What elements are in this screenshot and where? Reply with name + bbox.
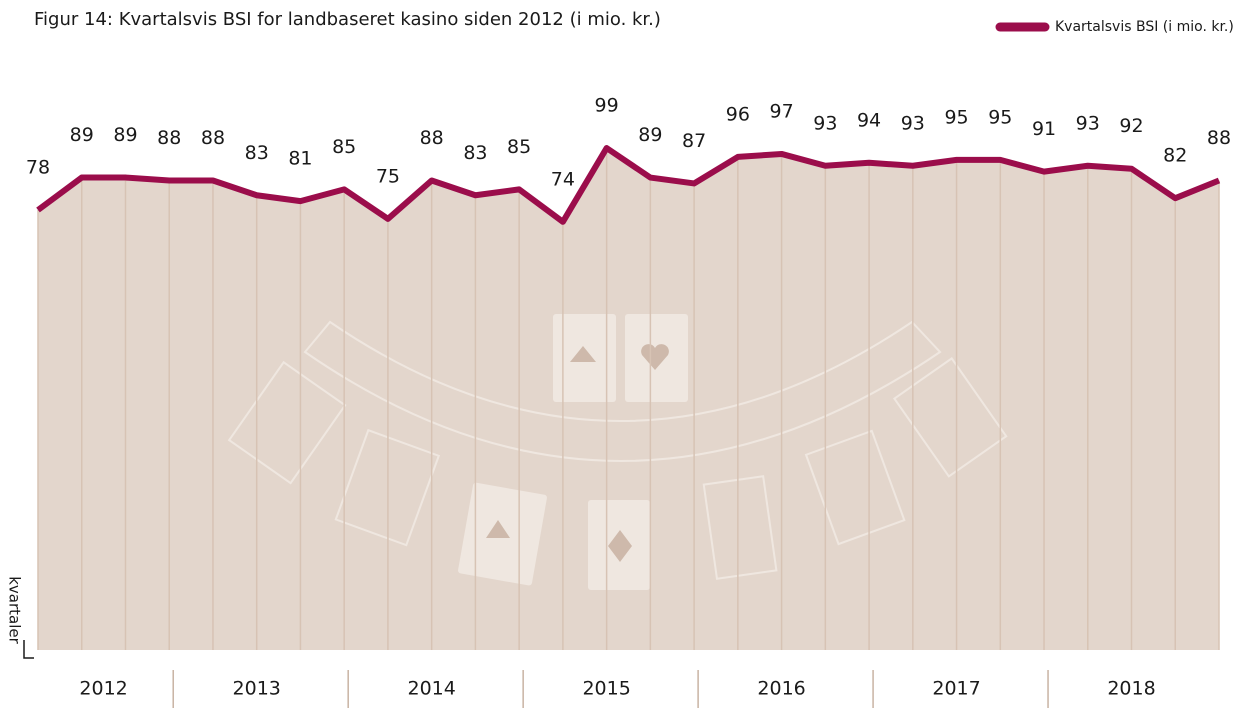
value-label: 78 xyxy=(26,157,50,179)
value-label: 85 xyxy=(332,136,356,158)
value-label: 81 xyxy=(288,148,312,170)
axis-corner xyxy=(23,640,34,659)
value-label: 83 xyxy=(463,142,487,164)
value-label: 83 xyxy=(245,142,269,164)
value-label: 97 xyxy=(769,100,793,122)
value-label: 91 xyxy=(1032,118,1056,140)
value-label: 75 xyxy=(376,165,400,187)
value-label: 88 xyxy=(1207,127,1231,149)
table-decoration xyxy=(227,314,1008,590)
value-label: 95 xyxy=(944,106,968,128)
value-label: 88 xyxy=(420,127,444,149)
value-label: 88 xyxy=(157,127,181,149)
year-label: 2015 xyxy=(582,678,630,700)
value-label: 74 xyxy=(551,168,575,190)
series-line xyxy=(36,145,1221,225)
value-label: 95 xyxy=(988,106,1012,128)
year-label: 2016 xyxy=(757,678,805,700)
value-label: 89 xyxy=(70,124,94,146)
value-label: 94 xyxy=(857,109,881,131)
year-label: 2018 xyxy=(1107,678,1155,700)
year-label: 2017 xyxy=(932,678,980,700)
year-label: 2013 xyxy=(233,678,281,700)
year-label: 2012 xyxy=(79,678,127,700)
value-label: 93 xyxy=(813,112,837,134)
x-axis-label: kvartaler xyxy=(6,576,24,644)
value-label: 87 xyxy=(682,130,706,152)
value-label: 88 xyxy=(201,127,225,149)
value-label: 92 xyxy=(1119,115,1143,137)
value-label: 89 xyxy=(113,124,137,146)
legend-label: Kvartalsvis BSI (i mio. kr.) xyxy=(1055,19,1234,35)
year-label: 2014 xyxy=(407,678,455,700)
value-label: 89 xyxy=(638,124,662,146)
value-label: 82 xyxy=(1163,145,1187,167)
chart-title: Figur 14: Kvartalsvis BSI for landbasere… xyxy=(34,9,661,30)
value-label: 85 xyxy=(507,136,531,158)
value-label: 99 xyxy=(595,95,619,117)
value-label: 96 xyxy=(726,103,750,125)
value-label: 93 xyxy=(901,112,925,134)
value-label: 93 xyxy=(1076,112,1100,134)
